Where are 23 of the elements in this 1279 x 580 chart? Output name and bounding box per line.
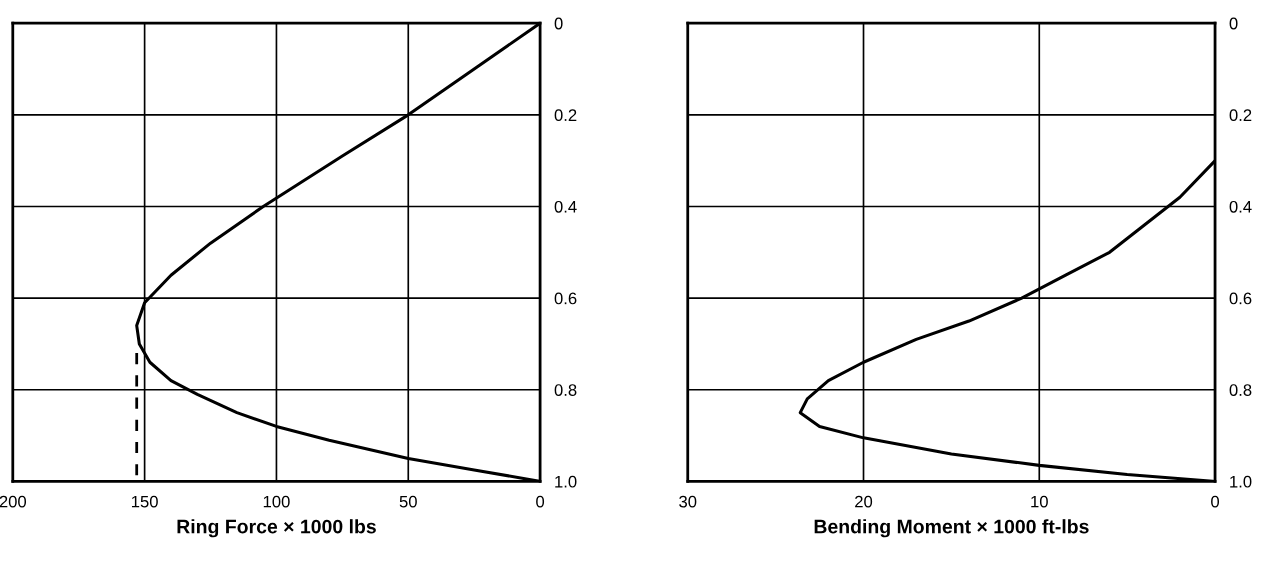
x-tick-label: 0 — [536, 495, 545, 508]
x-tick-label: 30 — [679, 495, 697, 508]
y-tick-label: 0.4 — [1229, 200, 1252, 213]
x-tick-label: 20 — [855, 495, 873, 508]
y-tick-label: 0.6 — [1229, 292, 1252, 305]
y-tick-label: 0.2 — [554, 109, 577, 122]
y-tick-label: 0.4 — [554, 200, 577, 213]
y-tick-label: 1.0 — [555, 475, 577, 488]
y-tick-label: 0 — [1229, 17, 1238, 30]
y-tick-label: 0.8 — [554, 384, 577, 396]
x-tick-label: 10 — [1031, 495, 1048, 508]
y-tick-label: 0 — [554, 17, 563, 30]
x-tick-label: 150 — [131, 495, 158, 508]
x-tick-label: 200 — [0, 495, 27, 508]
y-tick-label: 1.0 — [1230, 475, 1252, 488]
x-tick-label: 0 — [1211, 495, 1220, 508]
x-tick-label: 100 — [263, 495, 290, 508]
x-axis-title: Bending Moment × 1000 ft-lbs — [814, 519, 1089, 538]
y-tick-label: 0.6 — [554, 292, 577, 305]
x-tick-label: 50 — [399, 495, 417, 508]
x-axis-title: Ring Force × 1000 lbs — [177, 519, 376, 538]
y-tick-label: 0.8 — [1229, 384, 1252, 396]
y-tick-label: 0.2 — [1229, 109, 1252, 122]
